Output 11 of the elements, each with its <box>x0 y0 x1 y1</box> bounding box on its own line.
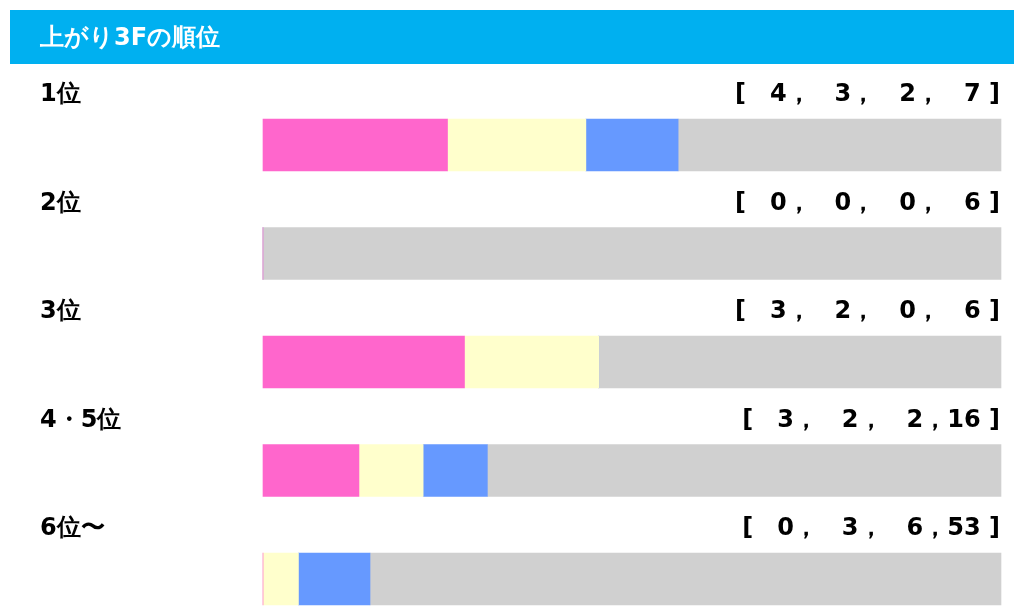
y-tick-label: 6位〜 <box>40 513 105 542</box>
annotation: [ 3， 2， 0， 6 ] <box>734 296 1000 325</box>
annotation: [ 0， 3， 6，53 ] <box>742 513 1000 542</box>
annotation: [ 0， 0， 0， 6 ] <box>734 187 1000 216</box>
chart-title: 上がり3Fの順位 <box>10 10 1014 64</box>
y-tick-label: 4・5位 <box>40 404 122 433</box>
annotation: [ 4， 3， 2， 7 ] <box>734 79 1000 108</box>
y-tick-label: 1位 <box>40 79 81 108</box>
y-tick-label: 3位 <box>40 296 81 325</box>
y-tick-label: 2位 <box>40 187 81 216</box>
annotation: [ 3， 2， 2，16 ] <box>742 404 1000 433</box>
